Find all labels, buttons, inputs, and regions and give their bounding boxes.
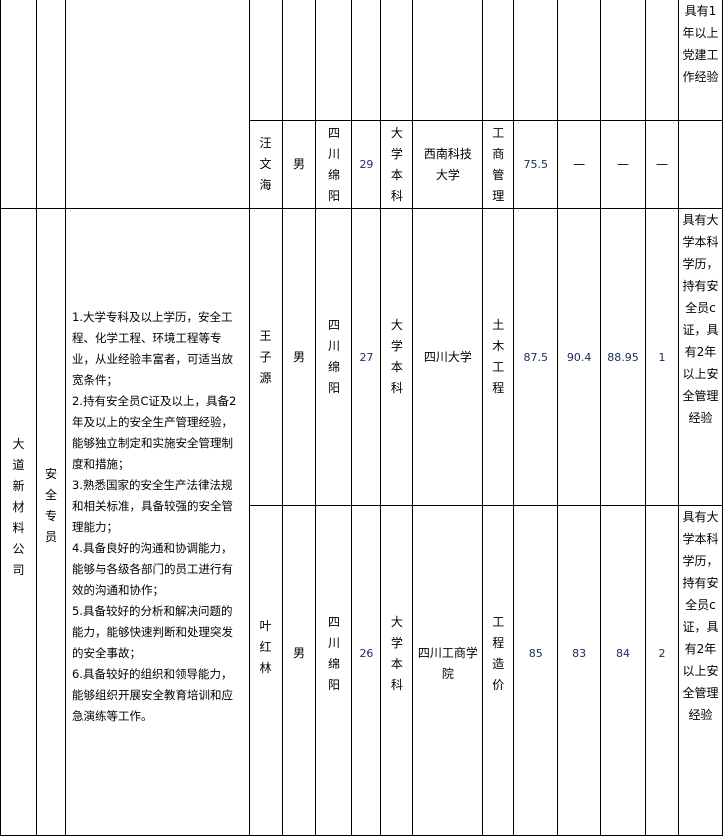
origin-cell: 四川绵阳: [315, 208, 353, 506]
score3-cell: 88.95: [600, 208, 646, 506]
school-cell: 四川工商学院: [412, 505, 484, 836]
school-cell: 四川大学: [412, 208, 484, 506]
company-cell: 大道新材料公司: [0, 208, 37, 836]
cell: [513, 0, 559, 121]
requirements-cell: [64, 0, 250, 209]
name-cell: 王子源: [248, 208, 283, 506]
school-cell: 西南科技大学: [412, 120, 484, 209]
education-cell: 大学本科: [380, 120, 414, 209]
cell: [315, 0, 353, 121]
position-cell: [35, 0, 66, 209]
cell: [600, 0, 646, 121]
gender-cell: 男: [281, 208, 317, 506]
gender-cell: 男: [281, 120, 317, 209]
cell: [645, 0, 679, 121]
requirement-item: 4.具备良好的沟通和协调能力，能够与各级各部门的员工进行有效的沟通和协作；: [71, 541, 233, 597]
requirement-item: 1.大学专科及以上学历，安全工程、化学工程、环境工程等专业，从业经验丰富者，可适…: [71, 310, 233, 387]
table-row: 大道新材料公司 安全专员 1.大学专科及以上学历，安全工程、化学工程、环境工程等…: [0, 208, 723, 836]
position-cell: 安全专员: [35, 208, 66, 836]
cell: [351, 0, 382, 121]
requirement-item: 5.具备较好的分析和解决问题的能力，能够快速判断和处理突发的安全事故；: [71, 604, 233, 660]
cell: [412, 0, 484, 121]
score3-cell: 84: [600, 505, 646, 836]
cell: [248, 0, 283, 121]
name-cell: 汪文海: [248, 120, 283, 209]
cell: [281, 0, 317, 121]
note-cell: 具有1年以上党建工作经验: [677, 0, 723, 121]
age-cell: 29: [351, 120, 382, 209]
rank-cell: —: [645, 120, 679, 209]
education-cell: 大学本科: [380, 505, 414, 836]
rank-cell: 2: [645, 505, 679, 836]
table-row: 叶红林 男 四川绵阳 26 大学本科 四川工商学院 工程造价 85 83 84 …: [1, 505, 723, 836]
score2-cell: 83: [557, 505, 602, 836]
note-cell: [677, 120, 723, 209]
cell: [380, 0, 414, 121]
requirements-cell: 1.大学专科及以上学历，安全工程、化学工程、环境工程等专业，从业经验丰富者，可适…: [64, 208, 250, 836]
education-cell: 大学本科: [380, 208, 414, 506]
origin-cell: 四川绵阳: [315, 505, 353, 836]
score2-cell: —: [557, 120, 602, 209]
score2-cell: 90.4: [557, 208, 602, 506]
rank-cell: 1: [645, 208, 679, 506]
major-cell: 工程造价: [482, 505, 515, 836]
origin-cell: 四川绵阳: [315, 120, 353, 209]
cell: [482, 0, 515, 121]
requirement-item: 3.熟悉国家的安全生产法律法规和相关标准，具备较强的安全管理能力；: [71, 478, 233, 534]
cell: [557, 0, 602, 121]
score1-cell: 75.5: [513, 120, 559, 209]
score1-cell: 85: [513, 505, 559, 836]
age-cell: 27: [351, 208, 382, 506]
name-cell: 叶红林: [248, 505, 283, 836]
major-cell: 工商管理: [482, 120, 515, 209]
score1-cell: 87.5: [513, 208, 559, 506]
gender-cell: 男: [281, 505, 317, 836]
requirement-item: 6.具备较好的组织和领导能力，能够组织开展安全教育培训和应急演练等工作。: [71, 667, 233, 723]
note-cell: 具有大学本科学历，持有安全员c证，具有2年以上安全管理经验: [677, 505, 723, 836]
age-cell: 26: [351, 505, 382, 836]
note-cell: 具有大学本科学历，持有安全员c证，具有2年以上安全管理经验: [677, 208, 723, 506]
requirement-item: 2.持有安全员C证及以上，具备2年及以上的安全生产管理经验，能够独立制定和实施安…: [71, 394, 237, 471]
company-cell: [0, 0, 37, 209]
score3-cell: —: [600, 120, 646, 209]
table-row: 具有1年以上党建工作经验: [0, 0, 723, 209]
table-row: 汪文海 男 四川绵阳 29 大学本科 西南科技大学 工商管理 75.5 — — …: [1, 120, 723, 209]
major-cell: 土木工程: [482, 208, 515, 506]
